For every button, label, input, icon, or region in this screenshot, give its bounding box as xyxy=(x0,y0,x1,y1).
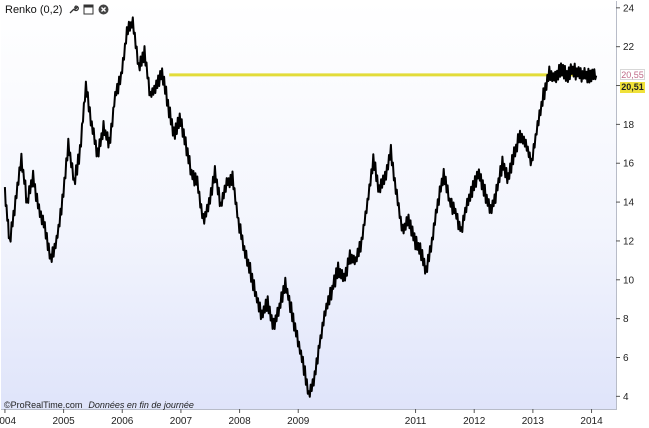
y-tick-label: 14 xyxy=(623,198,635,209)
plot-area xyxy=(1,1,617,410)
y-tick-label: 8 xyxy=(623,314,629,325)
price-series-line xyxy=(3,16,598,398)
wrench-icon[interactable] xyxy=(68,4,80,15)
chart-footer: ©ProRealTime.com Données en fin de journ… xyxy=(4,400,194,410)
x-tick-label: 2007 xyxy=(170,416,193,427)
y-tick-label: 12 xyxy=(623,236,635,247)
indicator-header: Renko (0,2) xyxy=(2,2,112,17)
y-tick-label: 6 xyxy=(623,353,629,364)
x-tick-label: 2008 xyxy=(228,416,251,427)
copyright-text: ©ProRealTime.com xyxy=(4,400,83,410)
indicator-title: Renko (0,2) xyxy=(5,3,63,16)
y-tick-label: 24 xyxy=(623,3,635,14)
y-tick-label: 16 xyxy=(623,159,635,170)
window-icon[interactable] xyxy=(83,4,94,15)
level-price-tag: 20,55 xyxy=(620,69,645,80)
x-tick-label: 2004 xyxy=(0,416,16,427)
x-tick-label: 2014 xyxy=(580,416,603,427)
x-tick-label: 2013 xyxy=(522,416,545,427)
y-tick-label: 22 xyxy=(623,42,635,53)
data-note: Données en fin de journée xyxy=(88,400,194,410)
close-icon[interactable] xyxy=(98,4,109,15)
y-tick-label: 10 xyxy=(623,275,635,286)
y-tick-label: 18 xyxy=(623,120,635,131)
x-tick-label: 2012 xyxy=(463,416,486,427)
x-tick-label: 2006 xyxy=(111,416,134,427)
y-tick-label: 4 xyxy=(623,392,629,403)
last-price-tag: 20,51 xyxy=(620,82,645,93)
x-tick-label: 2011 xyxy=(405,416,427,427)
x-tick-label: 2005 xyxy=(52,416,75,427)
x-tick-label: 2009 xyxy=(287,416,310,427)
